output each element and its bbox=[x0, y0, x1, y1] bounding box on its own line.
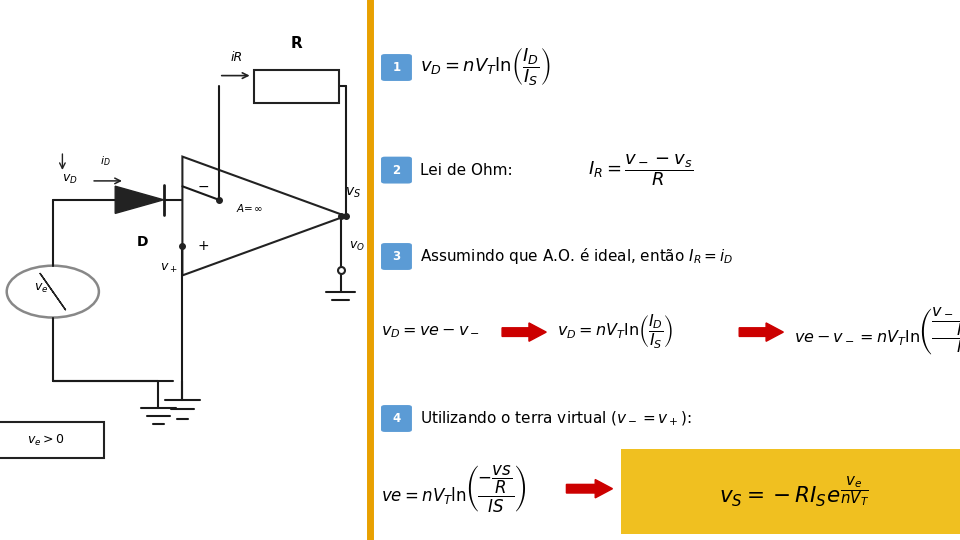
Text: Assumindo que A.O. é ideal, então $I_R = i_D$: Assumindo que A.O. é ideal, então $I_R =… bbox=[420, 246, 733, 267]
Text: $i_D$: $i_D$ bbox=[100, 154, 111, 168]
Text: R: R bbox=[291, 36, 302, 51]
Text: $ve = nV_T\ln\!\left(\dfrac{-\dfrac{vs}{R}}{IS}\right)$: $ve = nV_T\ln\!\left(\dfrac{-\dfrac{vs}{… bbox=[381, 463, 527, 514]
FancyBboxPatch shape bbox=[381, 243, 412, 270]
Text: $v_D$: $v_D$ bbox=[62, 173, 78, 186]
Text: $v_S = -RI_S e^{\dfrac{v_e}{nV_T}}$: $v_S = -RI_S e^{\dfrac{v_e}{nV_T}}$ bbox=[719, 474, 870, 509]
Text: $v_e$: $v_e$ bbox=[34, 282, 48, 295]
Text: 3: 3 bbox=[393, 250, 400, 263]
Text: $A\!=\!\infty$: $A\!=\!\infty$ bbox=[236, 202, 263, 214]
Text: $ve - v_- = nV_T\ln\!\left(\dfrac{\dfrac{v_- - vs}{R}}{I_S}\right)$: $ve - v_- = nV_T\ln\!\left(\dfrac{\dfrac… bbox=[794, 306, 960, 359]
FancyBboxPatch shape bbox=[254, 70, 339, 103]
Text: 2: 2 bbox=[393, 164, 400, 177]
Polygon shape bbox=[115, 186, 163, 213]
Text: 4: 4 bbox=[393, 412, 400, 425]
FancyBboxPatch shape bbox=[381, 157, 412, 184]
FancyBboxPatch shape bbox=[381, 405, 412, 432]
Text: Utilizando o terra virtual ($v_- = v_+$):: Utilizando o terra virtual ($v_- = v_+$)… bbox=[420, 409, 691, 428]
Text: $v_e > 0$: $v_e > 0$ bbox=[27, 433, 64, 448]
Text: $v_S$: $v_S$ bbox=[345, 185, 361, 200]
FancyArrow shape bbox=[739, 323, 783, 341]
Text: $I_R = \dfrac{v_- - v_s}{R}$: $I_R = \dfrac{v_- - v_s}{R}$ bbox=[588, 152, 692, 188]
Text: iR: iR bbox=[230, 51, 242, 64]
Text: Lei de Ohm:: Lei de Ohm: bbox=[420, 163, 512, 178]
FancyArrow shape bbox=[566, 480, 612, 498]
FancyArrow shape bbox=[502, 323, 546, 341]
Text: $-$: $-$ bbox=[197, 179, 209, 193]
Text: $v_D = nV_T\ln\!\left(\dfrac{I_D}{I_S}\right)$: $v_D = nV_T\ln\!\left(\dfrac{I_D}{I_S}\r… bbox=[420, 46, 550, 89]
Text: $+$: $+$ bbox=[197, 239, 209, 253]
FancyBboxPatch shape bbox=[381, 54, 412, 81]
FancyBboxPatch shape bbox=[621, 449, 960, 534]
Polygon shape bbox=[182, 157, 346, 275]
Text: 1: 1 bbox=[393, 61, 400, 74]
Text: D: D bbox=[136, 235, 148, 249]
Text: $v_O$: $v_O$ bbox=[349, 240, 366, 253]
FancyBboxPatch shape bbox=[0, 422, 104, 458]
Text: $v_-$: $v_-$ bbox=[224, 173, 241, 186]
Text: $v_D = nV_T\ln\!\left(\dfrac{I_D}{I_S}\right)$: $v_D = nV_T\ln\!\left(\dfrac{I_D}{I_S}\r… bbox=[557, 313, 673, 352]
Text: $v_D = ve - v_-$: $v_D = ve - v_-$ bbox=[381, 324, 480, 340]
Text: $v_+$: $v_+$ bbox=[160, 262, 178, 275]
